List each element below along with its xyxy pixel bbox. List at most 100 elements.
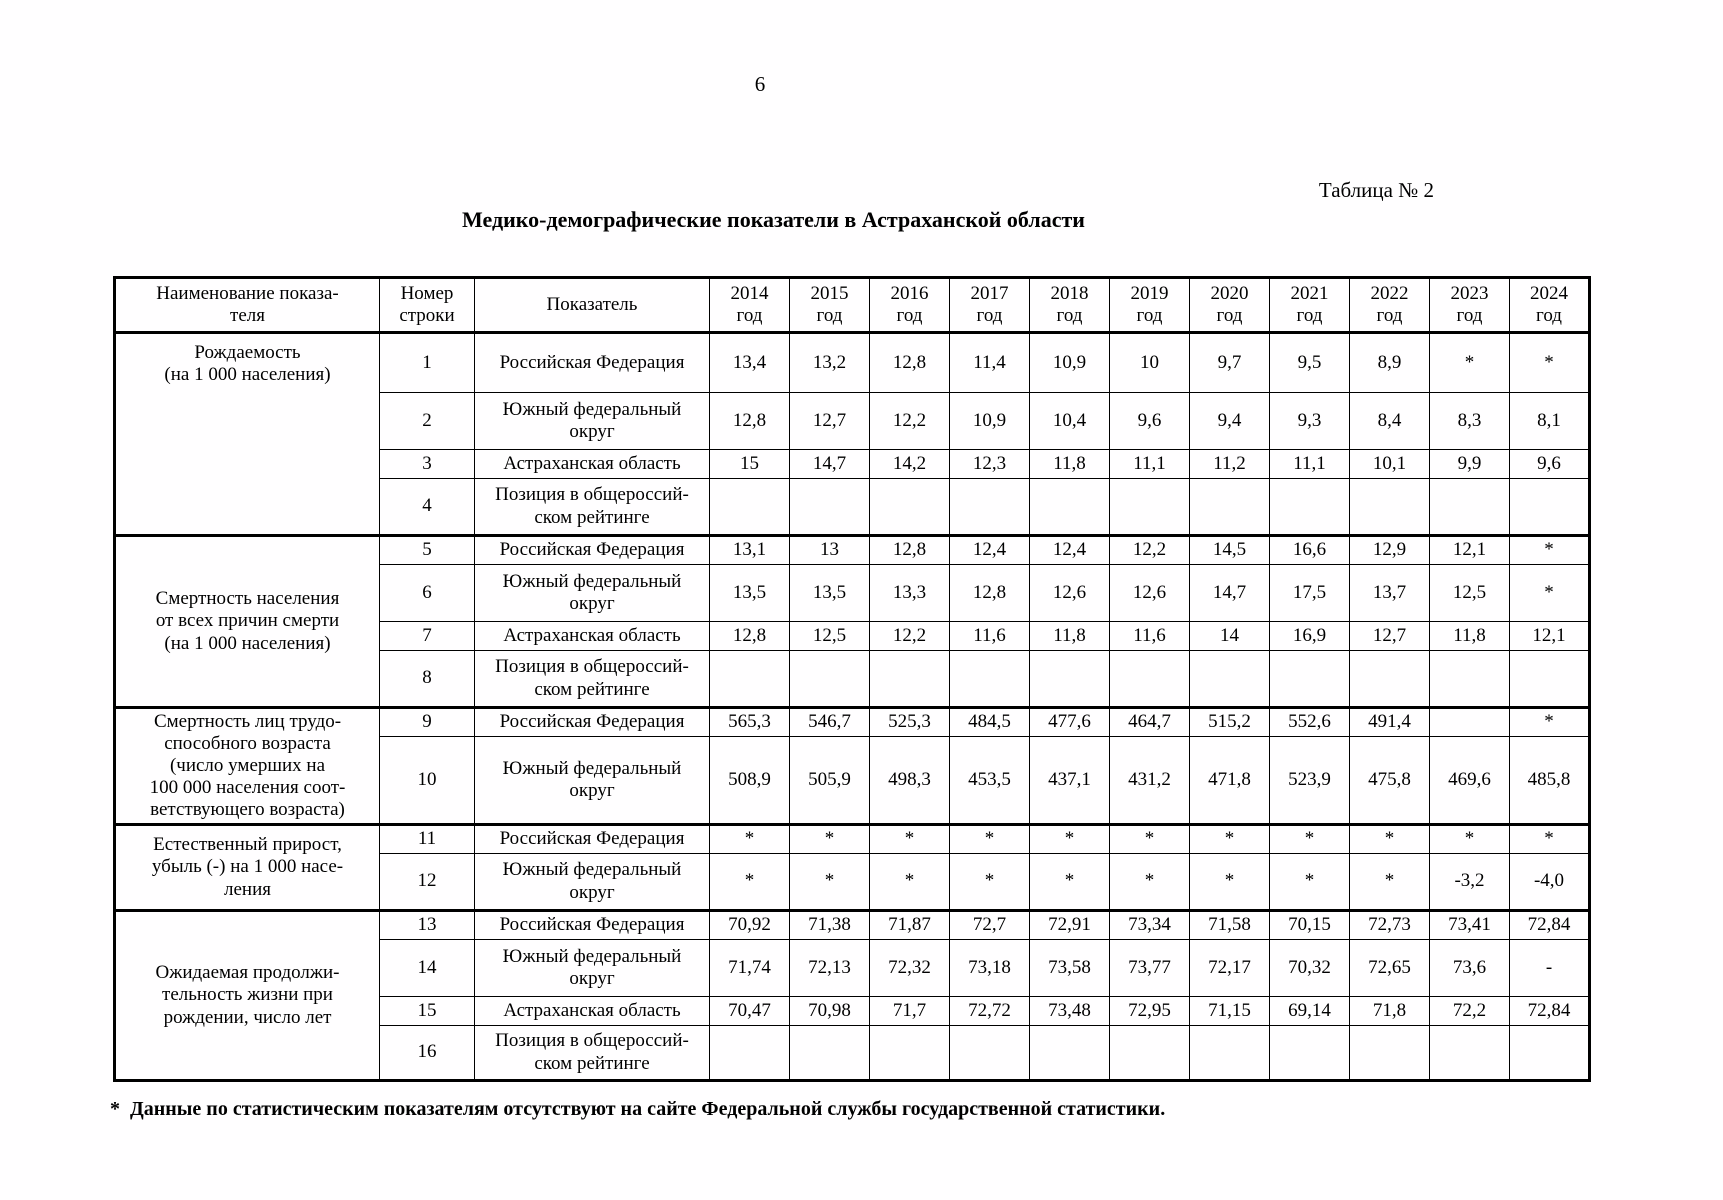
value-cell: 14,7 <box>789 449 870 479</box>
header-cell-year: 2019 год <box>1109 277 1190 334</box>
value-cell: 9,3 <box>1269 392 1350 450</box>
value-cell: 12,1 <box>1429 534 1510 565</box>
value-cell <box>1189 650 1270 708</box>
value-cell: 11,1 <box>1269 449 1350 479</box>
header-cell-indicator: Показатель <box>474 277 710 334</box>
value-cell: 11,6 <box>949 621 1030 651</box>
value-cell: 70,98 <box>789 996 870 1026</box>
value-cell: 69,14 <box>1269 996 1350 1026</box>
table-row: 4 Позиция в общероссий- ском рейтинге <box>115 478 1590 536</box>
value-cell: 477,6 <box>1029 706 1110 737</box>
value-cell: 484,5 <box>949 706 1030 737</box>
value-cell: 12,7 <box>789 392 870 450</box>
value-cell: 469,6 <box>1429 736 1510 825</box>
value-cell: 9,5 <box>1269 331 1350 393</box>
value-cell: -3,2 <box>1429 853 1510 911</box>
value-cell: 12,5 <box>789 621 870 651</box>
value-cell: 498,3 <box>869 736 950 825</box>
value-cell: 73,41 <box>1429 909 1510 940</box>
value-cell <box>709 478 790 536</box>
value-cell: 13,2 <box>789 331 870 393</box>
footnote-text: Данные по статистическим показателям отс… <box>130 1098 1166 1120</box>
value-cell: 475,8 <box>1349 736 1430 825</box>
table-row: 12 Южный федеральный округ * * * * * * * * * -3,2 -4… <box>115 853 1590 911</box>
value-cell: - <box>1509 939 1590 997</box>
value-cell: 13,5 <box>789 564 870 622</box>
value-cell: * <box>1349 853 1430 911</box>
row-number-cell: 5 <box>379 534 475 565</box>
indicators-table: Наименование показа- теля Номер строки Пок… <box>113 276 1591 1082</box>
value-cell: 71,58 <box>1189 909 1270 940</box>
value-cell: 10 <box>1109 331 1190 393</box>
value-cell <box>1109 478 1190 536</box>
value-cell: 10,9 <box>1029 331 1110 393</box>
header-cell-year: 2024 год <box>1509 277 1590 334</box>
value-cell <box>709 650 790 708</box>
value-cell: 72,91 <box>1029 909 1110 940</box>
value-cell: 13,7 <box>1349 564 1430 622</box>
value-cell: 491,4 <box>1349 706 1430 737</box>
value-cell: 12,2 <box>1109 534 1190 565</box>
value-cell <box>869 650 950 708</box>
value-cell: 525,3 <box>869 706 950 737</box>
value-cell <box>949 650 1030 708</box>
value-cell: 73,48 <box>1029 996 1110 1026</box>
value-cell: -4,0 <box>1509 853 1590 911</box>
value-cell <box>709 1025 790 1081</box>
indicator-cell: Российская Федерация <box>474 331 710 393</box>
value-cell: 73,34 <box>1109 909 1190 940</box>
value-cell <box>1269 650 1350 708</box>
value-cell: 11,8 <box>1429 621 1510 651</box>
value-cell: * <box>1509 823 1590 854</box>
indicator-cell: Российская Федерация <box>474 706 710 737</box>
value-cell: 72,32 <box>869 939 950 997</box>
row-number-cell: 8 <box>379 650 475 708</box>
value-cell: 12,5 <box>1429 564 1510 622</box>
value-cell: * <box>789 823 870 854</box>
group-name-cell: Ожидаемая продолжи- тельность жизни при … <box>114 909 380 1081</box>
row-number-cell: 14 <box>379 939 475 997</box>
value-cell <box>1029 650 1110 708</box>
value-cell <box>1429 1025 1510 1081</box>
value-cell: 9,4 <box>1189 392 1270 450</box>
value-cell: 72,95 <box>1109 996 1190 1026</box>
value-cell: 11,8 <box>1029 449 1110 479</box>
value-cell: 16,6 <box>1269 534 1350 565</box>
table-row: 14 Южный федеральный округ 71,74 72,13 72,32… <box>115 939 1590 997</box>
value-cell: 12,1 <box>1509 621 1590 651</box>
header-cell-year: 2023 год <box>1429 277 1510 334</box>
value-cell: 453,5 <box>949 736 1030 825</box>
value-cell: 11,4 <box>949 331 1030 393</box>
value-cell: 471,8 <box>1189 736 1270 825</box>
value-cell: 8,9 <box>1349 331 1430 393</box>
header-cell-row-number: Номер строки <box>379 277 475 334</box>
value-cell: 464,7 <box>1109 706 1190 737</box>
value-cell: * <box>1509 534 1590 565</box>
indicator-cell: Российская Федерация <box>474 534 710 565</box>
header-cell-year: 2014 год <box>709 277 790 334</box>
value-cell: 72,2 <box>1429 996 1510 1026</box>
value-cell: * <box>1189 853 1270 911</box>
value-cell: * <box>949 853 1030 911</box>
value-cell: 17,5 <box>1269 564 1350 622</box>
header-cell-year: 2021 год <box>1269 277 1350 334</box>
value-cell <box>949 1025 1030 1081</box>
value-cell: 546,7 <box>789 706 870 737</box>
row-number-cell: 1 <box>379 331 475 393</box>
value-cell <box>1109 1025 1190 1081</box>
value-cell: * <box>1109 823 1190 854</box>
value-cell: 71,87 <box>869 909 950 940</box>
table-row: Смертность лиц трудо- способного возраст… <box>114 706 1590 825</box>
value-cell: 71,7 <box>869 996 950 1026</box>
value-cell: 14,2 <box>869 449 950 479</box>
group-name-cell: Естественный прирост, убыль (-) на 1 000… <box>114 823 380 911</box>
value-cell <box>1429 650 1510 708</box>
value-cell: * <box>1029 853 1110 911</box>
value-cell: * <box>869 823 950 854</box>
table-body: Рождаемость (на 1 000 населения) 1 Российс… <box>114 331 1590 1081</box>
indicator-cell: Астраханская область <box>474 996 710 1026</box>
value-cell: 9,7 <box>1189 331 1270 393</box>
value-cell: 12,3 <box>949 449 1030 479</box>
header-cell-year: 2015 год <box>789 277 870 334</box>
